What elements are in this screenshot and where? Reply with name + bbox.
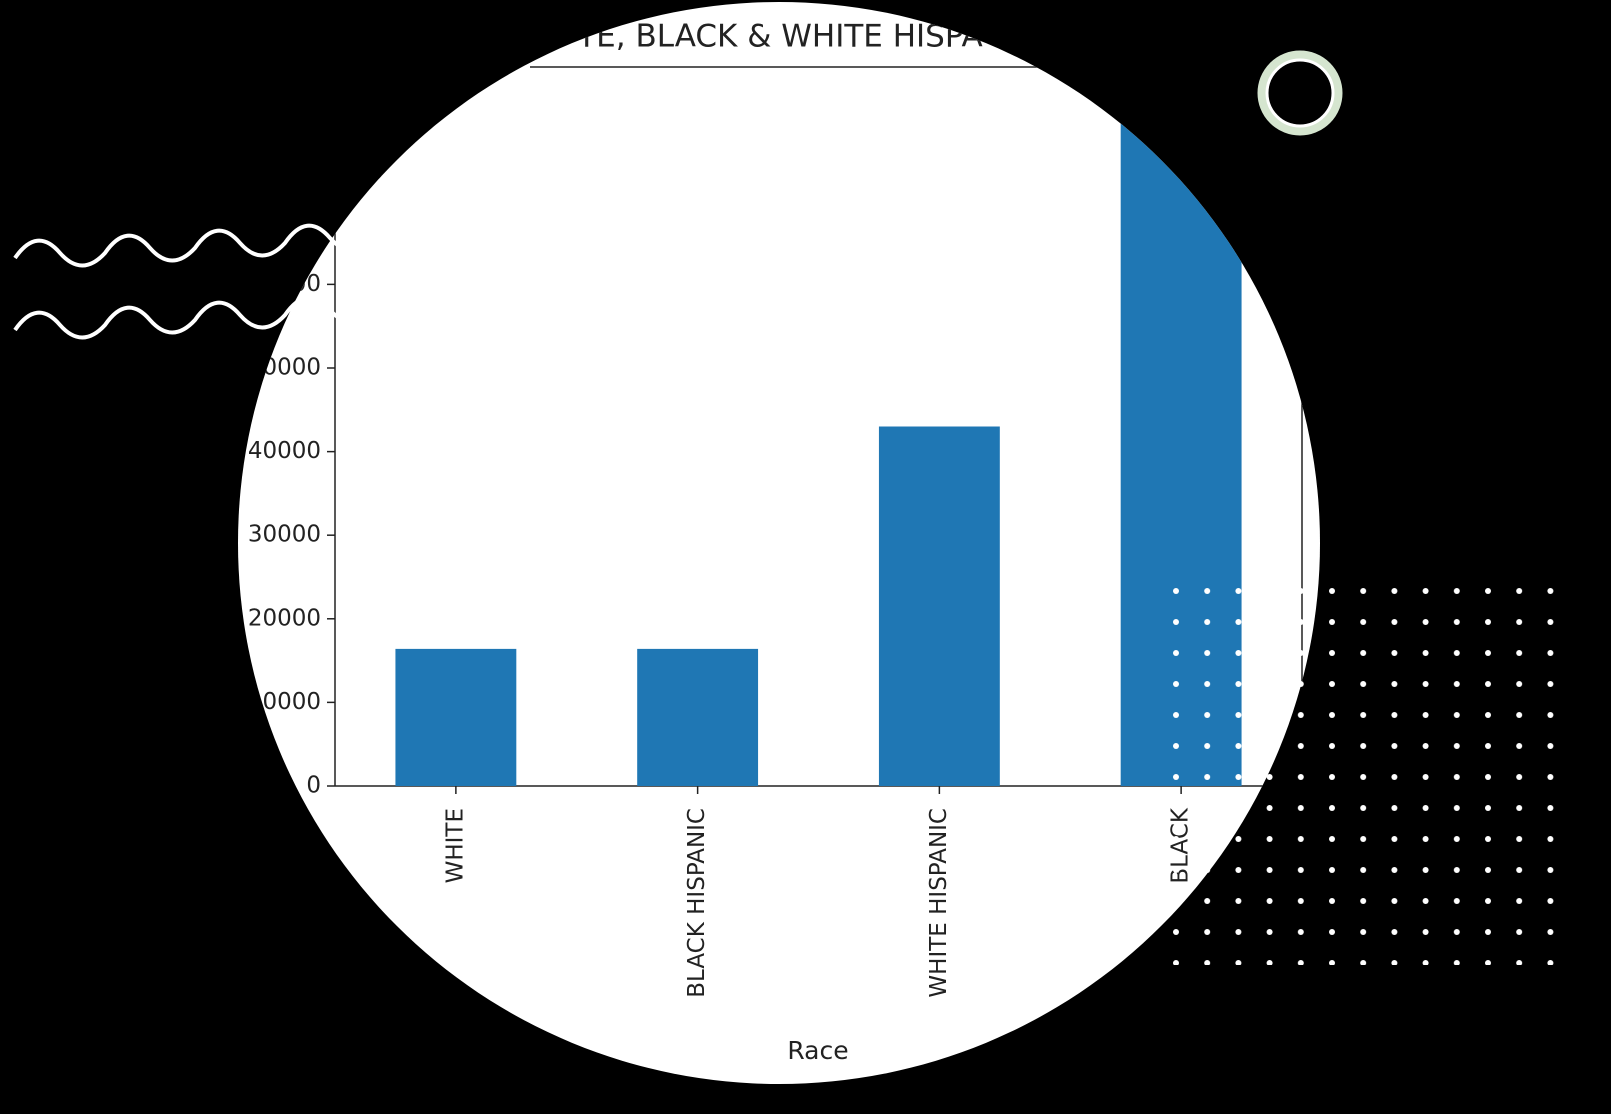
y-tick-label: 10000 xyxy=(248,689,321,715)
circle-frame xyxy=(238,2,1320,1084)
y-tick-label: 0 xyxy=(306,773,321,799)
bar xyxy=(637,648,759,786)
y-tick-label: 60000 xyxy=(248,271,321,297)
ring-decoration xyxy=(1257,50,1343,136)
y-tick-label: 50000 xyxy=(248,354,321,380)
y-tick-label: 40000 xyxy=(248,438,321,464)
dot-pattern xyxy=(1170,585,1560,965)
x-axis-label: Race xyxy=(787,1036,848,1065)
x-tick-label: WHITE xyxy=(442,808,468,883)
x-tick-label: BLACK HISPANIC xyxy=(684,808,710,998)
x-tick-label: WHITE HISPANIC xyxy=(926,808,952,998)
y-tick-label: 20000 xyxy=(248,605,321,631)
wave-decoration xyxy=(13,223,377,340)
bar xyxy=(395,648,517,786)
chart-title: TE, BLACK & WHITE HISPA xyxy=(576,19,983,55)
y-tick-label: 30000 xyxy=(248,522,321,548)
ring-inner xyxy=(1265,58,1335,128)
bar xyxy=(878,426,1000,786)
